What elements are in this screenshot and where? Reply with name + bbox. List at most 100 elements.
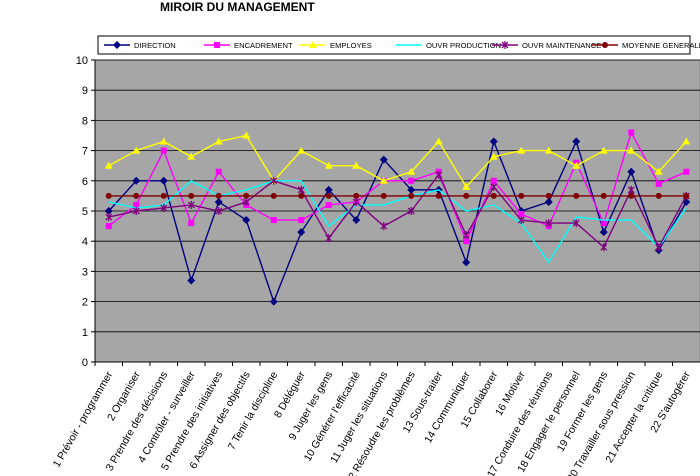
data-point <box>682 137 691 145</box>
data-point <box>407 185 416 194</box>
data-point <box>132 176 141 185</box>
data-point <box>325 234 333 243</box>
data-point <box>214 197 223 206</box>
series-line <box>108 134 687 189</box>
y-tick-label: 5 <box>82 206 88 218</box>
legend-entry: OUVR MAINTENANCE <box>492 41 601 50</box>
data-point <box>572 161 581 169</box>
y-tick-label: 9 <box>82 85 88 97</box>
data-point <box>215 207 223 215</box>
data-point <box>214 137 223 145</box>
series-line <box>108 139 687 304</box>
data-point <box>104 161 113 169</box>
chart-title: MIROIR DU MANAGEMENT <box>160 0 315 14</box>
legend-entry: EMPLOYES <box>300 41 372 50</box>
y-tick-label: 6 <box>82 176 88 188</box>
data-point <box>352 197 360 206</box>
data-point <box>380 192 387 199</box>
data-point <box>573 192 580 199</box>
data-point <box>187 276 196 285</box>
data-point <box>490 182 498 191</box>
data-point <box>104 207 113 215</box>
data-point <box>655 180 662 187</box>
data-point <box>215 192 222 199</box>
y-tick-label: 2 <box>82 297 88 309</box>
data-point <box>572 137 581 146</box>
y-tick-label: 4 <box>82 236 88 248</box>
series-direction <box>104 137 691 306</box>
data-point <box>683 168 690 175</box>
data-point <box>133 201 140 208</box>
legend-label: OUVR MAINTENANCE <box>522 41 601 50</box>
y-tick-label: 8 <box>82 115 88 127</box>
data-point <box>242 131 251 139</box>
data-point <box>655 192 662 199</box>
data-point <box>113 41 121 49</box>
data-point <box>407 167 416 175</box>
data-point <box>242 216 251 225</box>
x-tick-label: 7 Tenir la discipline <box>226 369 281 452</box>
data-point <box>655 243 663 252</box>
legend-entry: DIRECTION <box>104 41 176 50</box>
legend-label: MOYENNE GENERALE <box>622 41 700 50</box>
data-point <box>298 217 305 224</box>
legend-entry: OUVR PRODUCTION <box>396 41 501 50</box>
data-point <box>105 213 113 222</box>
data-point <box>297 146 306 154</box>
series-ouvr-production <box>108 179 687 264</box>
data-point <box>599 146 608 154</box>
data-point <box>435 192 442 199</box>
data-point <box>269 297 278 306</box>
data-point <box>599 228 608 237</box>
data-point <box>628 192 635 199</box>
data-point <box>242 197 250 206</box>
data-point <box>627 167 636 176</box>
data-point <box>462 182 471 190</box>
data-point <box>600 220 607 227</box>
legend-label: EMPLOYES <box>330 41 372 50</box>
data-point <box>489 152 498 160</box>
data-point <box>188 192 195 199</box>
legend-label: ENCADREMENT <box>234 41 293 50</box>
data-point <box>462 258 471 267</box>
data-point <box>518 192 525 199</box>
data-point <box>463 238 470 245</box>
series-moyenne-generale <box>105 192 690 199</box>
data-point <box>159 137 168 145</box>
data-point <box>628 129 635 136</box>
data-point <box>627 146 636 154</box>
data-point <box>325 192 332 199</box>
data-point <box>602 42 608 48</box>
data-point <box>324 161 333 169</box>
data-point <box>380 222 388 231</box>
data-point <box>654 167 663 175</box>
data-point <box>501 41 509 49</box>
data-point <box>572 219 580 228</box>
data-point <box>243 192 250 199</box>
y-tick-label: 3 <box>82 266 88 278</box>
data-point <box>324 185 333 194</box>
data-point <box>309 41 317 48</box>
data-point <box>297 228 306 237</box>
data-point <box>187 200 195 209</box>
data-point <box>463 192 470 199</box>
data-point <box>435 170 443 179</box>
data-point <box>188 220 195 227</box>
data-point <box>627 185 635 194</box>
data-point <box>160 192 167 199</box>
data-point <box>325 201 332 208</box>
legend-entry: MOYENNE GENERALE <box>592 41 700 50</box>
data-point <box>353 192 360 199</box>
legend-label: OUVR PRODUCTION <box>426 41 501 50</box>
data-point <box>298 192 305 199</box>
data-point <box>352 216 361 225</box>
data-point <box>297 185 305 194</box>
series-line <box>108 130 687 243</box>
data-point <box>544 146 553 154</box>
data-point <box>105 223 112 230</box>
series-line <box>108 179 687 264</box>
data-point <box>408 192 415 199</box>
series-employes <box>104 131 691 190</box>
data-point <box>408 177 415 184</box>
